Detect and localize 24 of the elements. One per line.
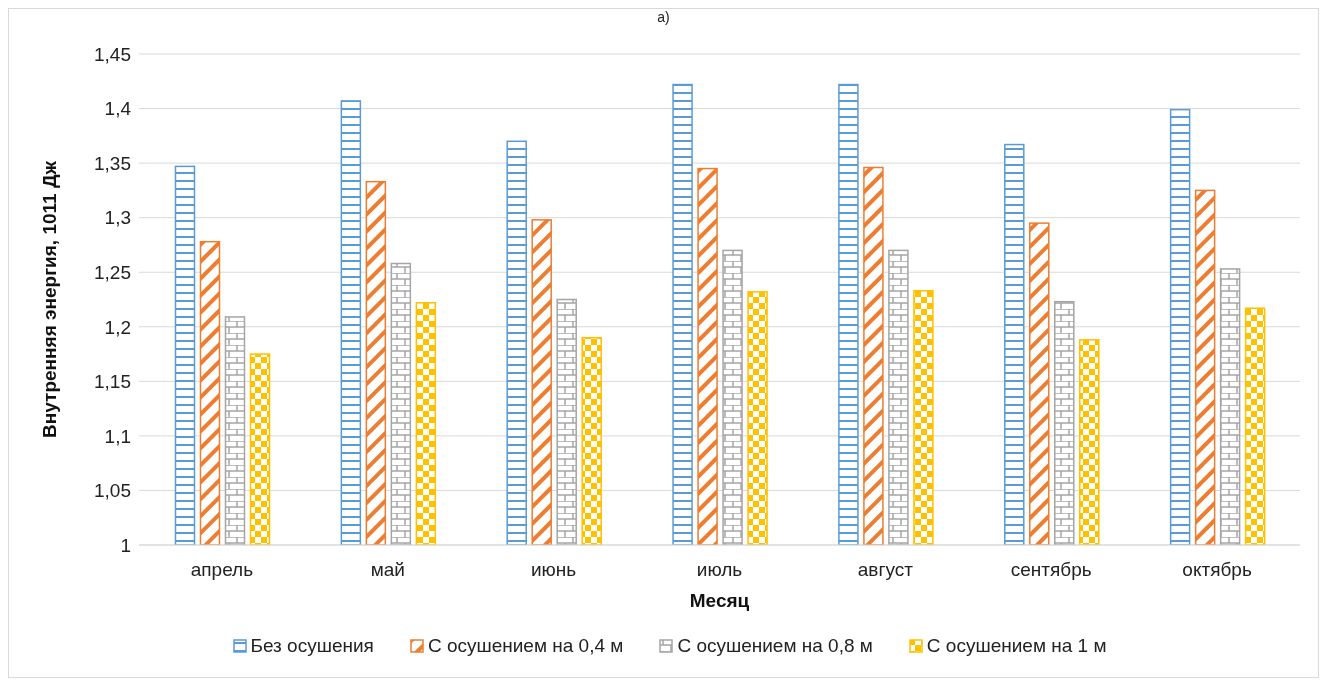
x-axis-title: Месяц — [689, 590, 750, 611]
y-tick-label: 1,3 — [104, 207, 131, 229]
chart-title: а) — [656, 9, 671, 25]
y-tick-label: 1,15 — [94, 371, 131, 393]
x-tick-label: июль — [696, 559, 743, 581]
legend-label: С осушением на 0,4 м — [427, 635, 624, 657]
x-tick-label: апрель — [190, 559, 254, 581]
y-tick-label: 1,4 — [104, 98, 132, 120]
y-tick-label: 1,45 — [94, 43, 131, 65]
y-tick-label: 1 — [120, 534, 131, 556]
y-tick-label: 1,35 — [94, 152, 131, 174]
x-tick-label: октябрь — [1182, 559, 1252, 581]
legend-label: Без осушения — [250, 635, 374, 657]
x-tick-label: август — [857, 559, 914, 581]
y-tick-label: 1,05 — [94, 480, 131, 502]
y-axis-title: Внутренняя энергия, 1011 Дж — [38, 160, 60, 438]
y-tick-label: 1,1 — [104, 425, 131, 447]
legend-label: С осушением на 1 м — [926, 635, 1107, 657]
y-tick-label: 1,25 — [94, 261, 131, 283]
y-tick-label: 1,2 — [104, 316, 131, 338]
x-tick-label: сентябрь — [1010, 559, 1092, 581]
x-tick-label: июнь — [531, 559, 577, 581]
legend-label: С осушением на 0,8 м — [677, 635, 873, 657]
x-tick-label: май — [370, 559, 405, 581]
